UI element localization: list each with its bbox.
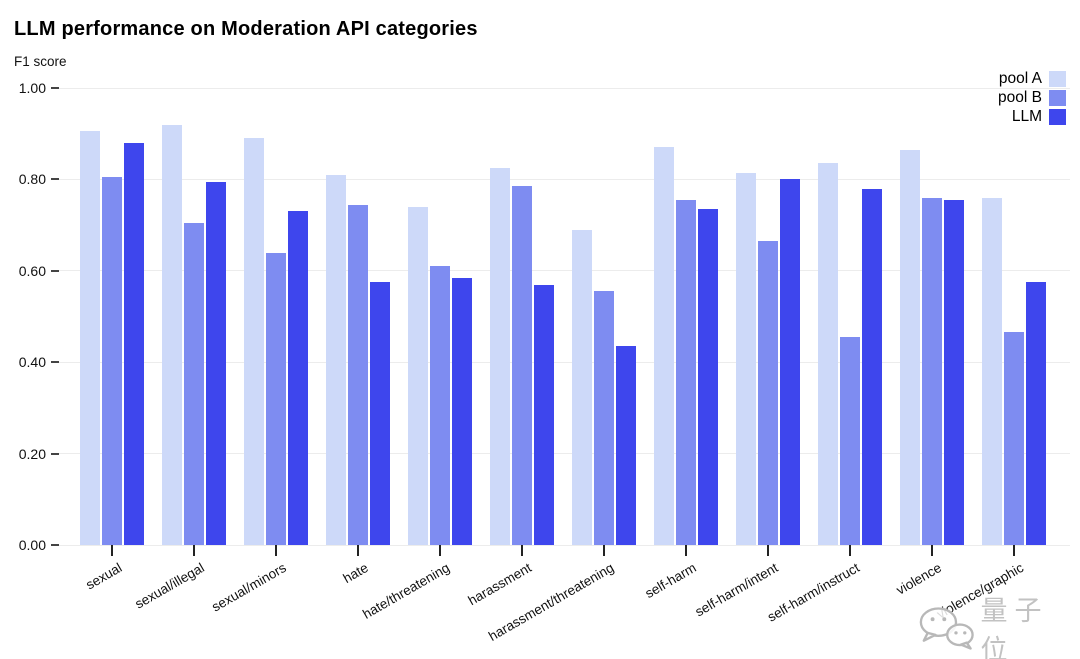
y-tick-mark [51, 544, 59, 546]
bar-pool-a-self-harm-instruct [818, 163, 838, 545]
x-tick-mark [521, 545, 523, 556]
legend-swatch-llm [1049, 109, 1066, 125]
bar-llm-hate [370, 282, 390, 545]
legend-row-pool-a: pool A [998, 71, 1066, 87]
y-tick-label: 0.40 [18, 354, 46, 371]
bar-llm-violence [944, 199, 964, 545]
bar-pool-b-sexual-minors [266, 252, 286, 545]
legend-label-pool-a: pool A [998, 70, 1042, 87]
bar-pool-a-hate [326, 174, 346, 545]
bar-llm-sexual [124, 142, 144, 545]
bar-llm-harassment [534, 284, 554, 545]
x-tick-mark [767, 545, 769, 556]
y-tick-mark [51, 178, 59, 181]
y-tick-mark [51, 452, 59, 455]
gridline-0.40 [56, 361, 1070, 363]
bar-llm-sexual-minors [288, 211, 308, 545]
y-tick-label: 1.00 [18, 80, 46, 96]
y-tick-label: 0.80 [18, 171, 46, 188]
gridline-0.60 [56, 270, 1070, 272]
x-tick-mark [849, 545, 851, 556]
x-tick-label-sexual-illegal: sexual/illegal [132, 560, 207, 612]
gridline-0.80 [56, 178, 1070, 180]
legend-row-llm: LLM [998, 109, 1066, 125]
y-tick-mark [51, 269, 59, 272]
x-tick-mark [439, 545, 441, 556]
gridline-1.00 [56, 87, 1070, 89]
x-tick-mark [275, 545, 277, 556]
bar-pool-b-harassment-threatening [594, 291, 614, 545]
bar-pool-a-hate-threatening [408, 206, 428, 545]
bar-llm-harassment-threatening [616, 346, 636, 545]
y-tick-mark [51, 361, 59, 364]
bar-pool-a-sexual-illegal [162, 124, 182, 545]
bar-pool-b-sexual-illegal [184, 222, 204, 545]
bar-pool-a-violence [900, 149, 920, 545]
bar-pool-b-self-harm [676, 199, 696, 545]
x-tick-mark [685, 545, 687, 556]
legend-label-llm: LLM [1011, 108, 1042, 125]
x-tick-mark [193, 545, 195, 556]
bar-pool-a-self-harm [654, 147, 674, 545]
bar-pool-b-hate [348, 204, 368, 545]
bar-llm-sexual-illegal [206, 181, 226, 545]
bar-pool-a-sexual-minors [244, 138, 264, 545]
x-tick-mark [1013, 545, 1015, 556]
bar-pool-a-violence-graphic [982, 197, 1002, 545]
legend-swatch-pool-b [1049, 90, 1066, 106]
chart-legend: pool A pool B LLM [998, 71, 1066, 128]
bar-pool-b-violence-graphic [1004, 332, 1024, 545]
x-tick-label-hate: hate [340, 560, 371, 587]
x-tick-label-sexual-minors: sexual/minors [208, 560, 289, 615]
bar-pool-b-sexual [102, 177, 122, 545]
y-axis-caption: F1 score [14, 54, 67, 69]
bar-pool-a-harassment-threatening [572, 229, 592, 545]
bar-pool-a-sexual [80, 131, 100, 545]
bar-pool-b-hate-threatening [430, 266, 450, 545]
x-tick-label-harassment: harassment [465, 560, 535, 609]
x-tick-label-self-harm: self-harm [642, 560, 699, 602]
bar-llm-self-harm-intent [780, 179, 800, 545]
chart-title: LLM performance on Moderation API catego… [14, 18, 478, 40]
wechat-chat-bubbles-icon [919, 607, 974, 650]
legend-row-pool-b: pool B [998, 90, 1066, 106]
bar-llm-violence-graphic [1026, 282, 1046, 545]
x-tick-label-hate-threatening: hate/threatening [360, 560, 453, 622]
y-tick-label: 0.00 [18, 537, 46, 553]
gridline-0.20 [56, 453, 1070, 455]
x-tick-mark [111, 545, 113, 556]
legend-swatch-pool-a [1049, 71, 1066, 87]
bar-llm-hate-threatening [452, 277, 472, 545]
x-tick-mark [357, 545, 359, 556]
bar-llm-self-harm [698, 209, 718, 545]
legend-label-pool-b: pool B [998, 89, 1042, 106]
y-tick-mark [51, 87, 59, 89]
bar-pool-b-self-harm-instruct [840, 337, 860, 545]
x-tick-mark [931, 545, 933, 556]
bar-pool-b-harassment [512, 186, 532, 545]
x-tick-mark [603, 545, 605, 556]
x-tick-label-sexual: sexual [83, 560, 125, 593]
y-tick-label: 0.60 [18, 262, 46, 279]
bar-pool-b-self-harm-intent [758, 241, 778, 545]
bar-pool-a-harassment [490, 167, 510, 545]
watermark-text: 量子位 [980, 596, 1049, 659]
bar-pool-a-self-harm-intent [736, 172, 756, 545]
bar-pool-b-violence [922, 197, 942, 545]
y-tick-label: 0.20 [18, 445, 46, 462]
x-tick-label-self-harm-instruct: self-harm/instruct [765, 560, 863, 625]
bar-llm-self-harm-instruct [862, 188, 882, 545]
gridline-0.00 [56, 544, 1070, 546]
watermark: 量子位 [916, 589, 1080, 659]
